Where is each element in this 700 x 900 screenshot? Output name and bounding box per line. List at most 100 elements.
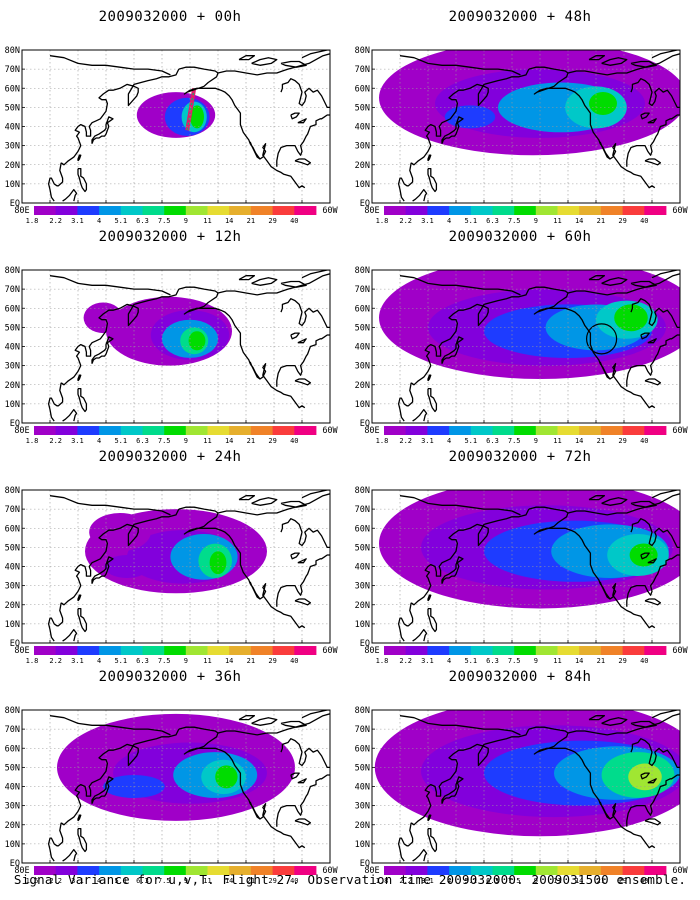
map-plot: EQ10N20N30N40N50N60N70N80N80E100E120E140… [5, 46, 339, 223]
coastline [626, 554, 680, 607]
colorbar-label: 2.2 [49, 217, 62, 223]
contour-field [136, 87, 216, 138]
coastline [60, 508, 180, 606]
lat-tick-label: 20N [355, 381, 370, 391]
colorbar-swatch [120, 646, 143, 655]
colorbar-swatch [272, 866, 295, 875]
panel-title: 2009032000 + 00h [98, 9, 242, 25]
coastline [60, 68, 180, 166]
gridlines [372, 270, 680, 423]
coastline [77, 387, 88, 413]
colorbar-swatch [229, 426, 252, 435]
coastline [427, 594, 432, 602]
colorbar-label: 7.5 [158, 657, 171, 663]
lat-tick-label: 60N [5, 304, 20, 314]
colorbar-swatch [405, 206, 428, 215]
colorbar-label: 40 [640, 877, 648, 883]
colorbar-swatch [470, 426, 493, 435]
coastline [588, 715, 606, 721]
colorbar-label: 6.3 [486, 217, 499, 223]
colorbar-swatch [405, 426, 428, 435]
coastline [412, 628, 428, 642]
coastline [651, 710, 680, 719]
colorbar-swatch [557, 206, 580, 215]
coastline [217, 493, 330, 516]
coastline [251, 277, 278, 286]
lat-tick-label: 80N [5, 486, 20, 496]
colorbar-label: 4 [447, 657, 451, 663]
colorbar-swatch [514, 646, 537, 655]
coastline [249, 801, 261, 820]
colorbar-label: 21 [597, 217, 605, 223]
coastline [651, 270, 680, 279]
contour-field [374, 710, 680, 837]
coastline [77, 814, 82, 822]
highlight-circle [586, 323, 618, 355]
colorbar-swatch [600, 206, 623, 215]
colorbar-swatch [164, 866, 187, 875]
colorbar-label: 11 [203, 657, 211, 663]
coastline [297, 338, 307, 344]
coastline [528, 66, 656, 189]
coastline [62, 628, 78, 642]
colorbar-label: 2.2 [49, 657, 62, 663]
lat-tick-label: 80N [5, 266, 20, 276]
colorbar-label: 3.1 [421, 657, 434, 663]
coastlines [397, 50, 680, 202]
coastlines [47, 270, 330, 422]
colorbar-swatch [250, 206, 273, 215]
coastline [62, 408, 78, 422]
colorbar-label: 14 [225, 877, 233, 883]
colorbar-swatch [250, 866, 273, 875]
colorbar-label: 9 [184, 437, 188, 443]
colorbar-swatch [622, 866, 645, 875]
coastline [397, 162, 414, 202]
lat-tick-label: 50N [355, 543, 370, 553]
coastline [427, 167, 438, 193]
colorbar-swatch [427, 426, 450, 435]
colorbar-swatch [120, 206, 143, 215]
coastline [294, 818, 312, 826]
colorbar-swatch [99, 646, 122, 655]
coastline [397, 602, 414, 642]
lat-tick-label: 70N [5, 65, 20, 75]
lon-tick-label: 60W [322, 866, 338, 876]
lon-tick-label: 60W [672, 866, 688, 876]
coastline [217, 273, 330, 296]
colorbar-swatch [99, 206, 122, 215]
colorbar-swatch [77, 866, 100, 875]
coastline [251, 717, 278, 726]
colorbar-label: 6.3 [136, 877, 149, 883]
coastline [178, 506, 306, 629]
coastline [647, 778, 657, 784]
colorbar-swatch [514, 426, 537, 435]
map-plot: EQ10N20N30N40N50N60N70N80N80E100E120E140… [355, 706, 689, 883]
lon-tick-label: 60W [672, 646, 688, 656]
colorbar-label: 4 [447, 217, 451, 223]
lat-tick-label: 70N [355, 65, 370, 75]
coastline [91, 116, 114, 144]
coastline [178, 726, 306, 849]
coastline [77, 154, 82, 162]
coastline [280, 298, 330, 329]
panel-title: 2009032000 + 72h [448, 449, 592, 465]
colorbar-swatch [449, 206, 472, 215]
lon-tick-label: 60W [672, 206, 688, 216]
lat-tick-label: 40N [355, 783, 370, 793]
colorbar-label: 4 [447, 877, 451, 883]
colorbar-label: 29 [618, 877, 626, 883]
coastline [588, 275, 606, 281]
colorbar-label: 29 [268, 217, 276, 223]
colorbar-swatch [77, 206, 100, 215]
lat-tick-label: EQ [10, 199, 20, 209]
coastlines [397, 490, 680, 642]
colorbar-swatch [492, 646, 515, 655]
colorbar: 2.2 3.1 4 5.1 6.3 7.5 9 11 14 21 29 40 1.8 [26, 206, 317, 223]
contour-field [379, 270, 680, 379]
lon-tick-label: 80E [364, 426, 379, 436]
colorbar-swatch [34, 426, 57, 435]
colorbar-label: 5.1 [464, 217, 477, 223]
lat-tick-label: 30N [5, 362, 20, 372]
colorbar-swatch [384, 206, 407, 215]
lon-tick-label: 80E [364, 866, 379, 876]
